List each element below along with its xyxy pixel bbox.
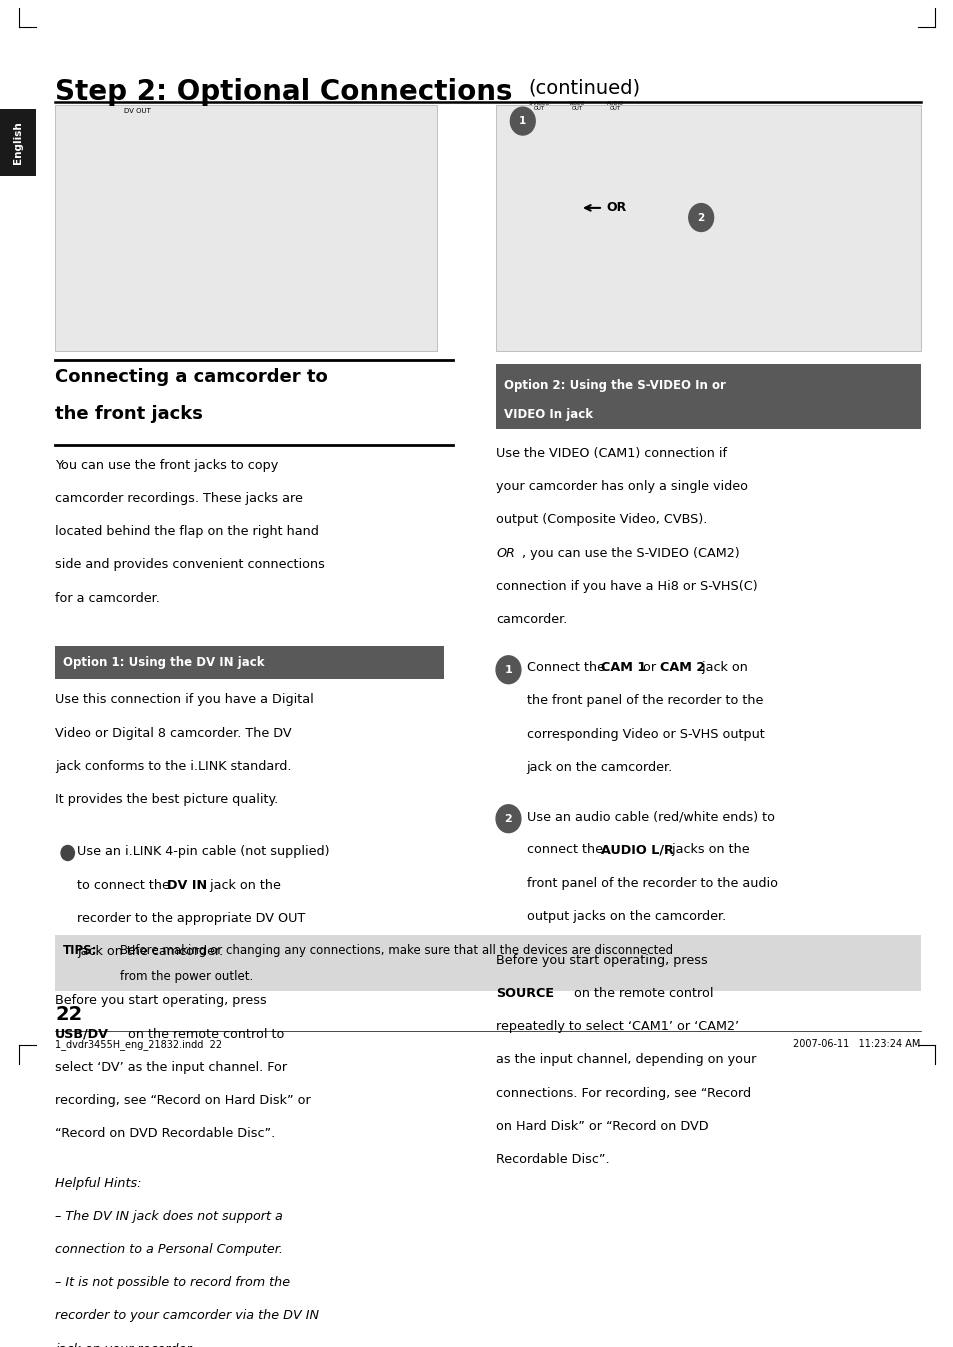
- Text: recorder to the appropriate DV OUT: recorder to the appropriate DV OUT: [77, 912, 305, 925]
- Text: 2: 2: [697, 213, 704, 222]
- Text: AUDIO L/R: AUDIO L/R: [600, 843, 673, 857]
- Text: 22: 22: [55, 1005, 83, 1024]
- Text: DV IN: DV IN: [167, 878, 207, 892]
- Text: AUDIO
OUT: AUDIO OUT: [606, 101, 623, 112]
- Text: connect the: connect the: [526, 843, 606, 857]
- Text: (continued): (continued): [528, 78, 640, 97]
- Text: on Hard Disk” or “Record on DVD: on Hard Disk” or “Record on DVD: [496, 1119, 708, 1133]
- Text: camcorder recordings. These jacks are: camcorder recordings. These jacks are: [55, 492, 303, 505]
- Circle shape: [510, 108, 535, 135]
- Circle shape: [496, 804, 520, 832]
- Text: your camcorder has only a single video: your camcorder has only a single video: [496, 480, 747, 493]
- Text: Option 1: Using the DV IN jack: Option 1: Using the DV IN jack: [63, 656, 264, 669]
- Text: – The DV IN jack does not support a: – The DV IN jack does not support a: [55, 1210, 283, 1223]
- Circle shape: [688, 203, 713, 232]
- Text: TIPS:: TIPS:: [63, 944, 97, 958]
- Text: jack on your recorder.: jack on your recorder.: [55, 1343, 194, 1347]
- Text: jack on the camcorder.: jack on the camcorder.: [526, 761, 672, 773]
- Text: the front panel of the recorder to the: the front panel of the recorder to the: [526, 695, 762, 707]
- Text: “Record on DVD Recordable Disc”.: “Record on DVD Recordable Disc”.: [55, 1127, 275, 1141]
- FancyBboxPatch shape: [55, 105, 436, 352]
- Text: output (Composite Video, CVBS).: output (Composite Video, CVBS).: [496, 513, 707, 527]
- Text: recording, see “Record on Hard Disk” or: recording, see “Record on Hard Disk” or: [55, 1094, 311, 1107]
- Text: CAM 1: CAM 1: [600, 661, 645, 674]
- Text: Helpful Hints:: Helpful Hints:: [55, 1177, 142, 1189]
- Text: located behind the flap on the right hand: located behind the flap on the right han…: [55, 525, 319, 537]
- Text: from the power outlet.: from the power outlet.: [120, 970, 253, 983]
- Text: – It is not possible to record from the: – It is not possible to record from the: [55, 1276, 290, 1289]
- Text: Connect the: Connect the: [526, 661, 608, 674]
- Text: 2: 2: [504, 814, 512, 824]
- Text: Video or Digital 8 camcorder. The DV: Video or Digital 8 camcorder. The DV: [55, 726, 292, 740]
- Text: Before making or changing any connections, make sure that all the devices are di: Before making or changing any connection…: [120, 944, 673, 958]
- FancyBboxPatch shape: [496, 105, 920, 352]
- Text: Use an i.LINK 4-pin cable (not supplied): Use an i.LINK 4-pin cable (not supplied): [77, 846, 330, 858]
- Text: , you can use the S-VIDEO (CAM2): , you can use the S-VIDEO (CAM2): [521, 547, 739, 559]
- Text: VIDEO In jack: VIDEO In jack: [503, 408, 592, 422]
- Text: corresponding Video or S-VHS output: corresponding Video or S-VHS output: [526, 727, 763, 741]
- Text: S-VIDEO
OUT: S-VIDEO OUT: [528, 101, 549, 112]
- Text: 1: 1: [504, 664, 512, 675]
- Text: OR: OR: [605, 202, 626, 214]
- Text: 1: 1: [518, 116, 526, 127]
- FancyBboxPatch shape: [0, 109, 36, 175]
- Circle shape: [61, 846, 74, 861]
- Text: Before you start operating, press: Before you start operating, press: [496, 954, 707, 967]
- Text: Use this connection if you have a Digital: Use this connection if you have a Digita…: [55, 694, 314, 706]
- Text: on the remote control: on the remote control: [570, 987, 713, 999]
- Text: as the input channel, depending on your: as the input channel, depending on your: [496, 1053, 756, 1067]
- Text: connection if you have a Hi8 or S-VHS(C): connection if you have a Hi8 or S-VHS(C): [496, 579, 757, 593]
- Text: jack conforms to the i.LINK standard.: jack conforms to the i.LINK standard.: [55, 760, 292, 773]
- Text: Use the VIDEO (CAM1) connection if: Use the VIDEO (CAM1) connection if: [496, 447, 726, 459]
- Text: Step 2: Optional Connections: Step 2: Optional Connections: [55, 78, 513, 106]
- Text: 2007-06-11   11:23:24 AM: 2007-06-11 11:23:24 AM: [792, 1040, 920, 1049]
- Text: English: English: [13, 121, 23, 164]
- Text: DV OUT: DV OUT: [124, 108, 151, 113]
- Text: Connecting a camcorder to: Connecting a camcorder to: [55, 368, 328, 385]
- Text: recorder to your camcorder via the DV IN: recorder to your camcorder via the DV IN: [55, 1309, 319, 1323]
- Text: front panel of the recorder to the audio: front panel of the recorder to the audio: [526, 877, 777, 889]
- Text: jack on the: jack on the: [206, 878, 280, 892]
- Text: connections. For recording, see “Record: connections. For recording, see “Record: [496, 1087, 750, 1099]
- FancyBboxPatch shape: [55, 936, 920, 991]
- Text: SOURCE: SOURCE: [496, 987, 554, 999]
- Text: Recordable Disc”.: Recordable Disc”.: [496, 1153, 609, 1167]
- FancyBboxPatch shape: [496, 364, 920, 428]
- Text: It provides the best picture quality.: It provides the best picture quality.: [55, 793, 278, 806]
- Text: Use an audio cable (red/white ends) to: Use an audio cable (red/white ends) to: [526, 810, 774, 823]
- Circle shape: [496, 656, 520, 684]
- Text: for a camcorder.: for a camcorder.: [55, 591, 160, 605]
- Text: on the remote control to: on the remote control to: [124, 1028, 284, 1041]
- Text: connection to a Personal Computer.: connection to a Personal Computer.: [55, 1243, 283, 1255]
- Text: side and provides convenient connections: side and provides convenient connections: [55, 558, 325, 571]
- Text: output jacks on the camcorder.: output jacks on the camcorder.: [526, 909, 725, 923]
- Text: OR: OR: [496, 547, 515, 559]
- Text: repeatedly to select ‘CAM1’ or ‘CAM2’: repeatedly to select ‘CAM1’ or ‘CAM2’: [496, 1020, 739, 1033]
- Text: the front jacks: the front jacks: [55, 405, 203, 423]
- Text: USB/DV: USB/DV: [55, 1028, 110, 1041]
- Text: camcorder.: camcorder.: [496, 613, 567, 626]
- Text: VIDEO
OUT: VIDEO OUT: [568, 101, 585, 112]
- Text: jack on the camcorder.: jack on the camcorder.: [77, 946, 223, 958]
- Text: jack on: jack on: [698, 661, 747, 674]
- Text: CAM 2: CAM 2: [659, 661, 704, 674]
- Text: select ‘DV’ as the input channel. For: select ‘DV’ as the input channel. For: [55, 1061, 287, 1074]
- FancyBboxPatch shape: [55, 647, 443, 679]
- Text: 1_dvdr3455H_eng_21832.indd  22: 1_dvdr3455H_eng_21832.indd 22: [55, 1040, 222, 1051]
- Text: to connect the: to connect the: [77, 878, 174, 892]
- Text: Option 2: Using the S-VIDEO In or: Option 2: Using the S-VIDEO In or: [503, 380, 725, 392]
- Text: or: or: [639, 661, 659, 674]
- Text: jacks on the: jacks on the: [667, 843, 749, 857]
- Text: You can use the front jacks to copy: You can use the front jacks to copy: [55, 458, 278, 471]
- Text: Before you start operating, press: Before you start operating, press: [55, 994, 267, 1008]
